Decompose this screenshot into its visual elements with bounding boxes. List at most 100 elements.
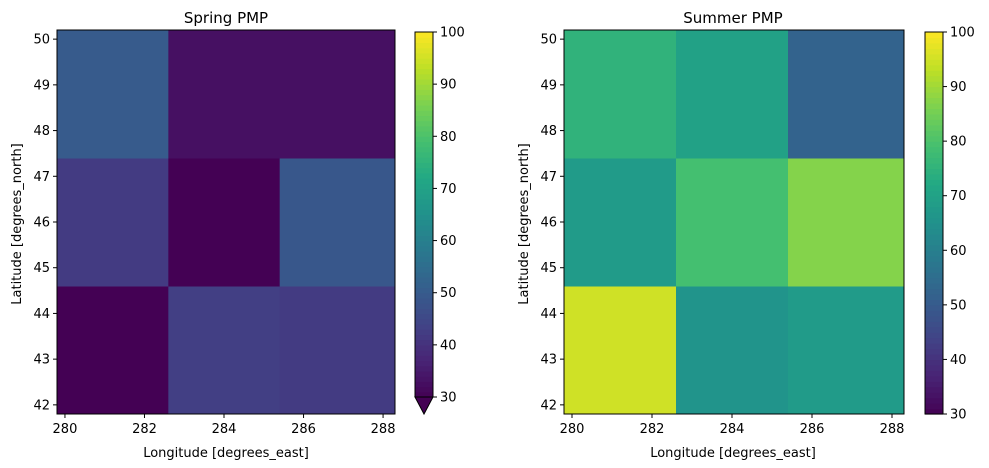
summer-cell-r1-c1 bbox=[676, 158, 789, 287]
spring-ytick-label: 50 bbox=[33, 33, 50, 48]
spring-ytick-label: 43 bbox=[33, 353, 50, 368]
spring-colorbar-segment bbox=[415, 131, 433, 137]
summer-colorbar-segment bbox=[925, 168, 943, 175]
summer-colorbar-segment bbox=[925, 261, 943, 268]
summer-colorbar-segment bbox=[925, 157, 943, 164]
spring-colorbar-segment bbox=[415, 360, 433, 367]
spring-colorbar-segment bbox=[415, 214, 433, 221]
spring-colorbar-segment bbox=[415, 52, 433, 59]
summer-colorbar-segment bbox=[925, 375, 943, 382]
summer-colorbar-segment bbox=[925, 173, 943, 180]
spring-colorbar-segment bbox=[415, 167, 433, 174]
summer-pmp-panel: Summer PMP 280 282 284 286 288 42 43 44 45 46 47 48… bbox=[517, 9, 975, 461]
spring-colorbar-segment bbox=[415, 391, 433, 398]
spring-colorbar-segment bbox=[415, 370, 433, 377]
spring-xtick-label: 288 bbox=[371, 422, 396, 437]
spring-colorbar-segment bbox=[415, 266, 433, 273]
summer-colorbar-segment bbox=[925, 146, 943, 153]
summer-colorbar-segment bbox=[925, 370, 943, 377]
summer-colorbar-segment bbox=[925, 141, 943, 148]
spring-colorbar-segment bbox=[415, 63, 433, 70]
summer-colorbar-segment bbox=[925, 233, 943, 240]
summer-colorbar-segment bbox=[925, 343, 943, 350]
summer-colorbar-segment bbox=[925, 397, 943, 404]
summer-colorbar-segment bbox=[925, 364, 943, 371]
summer-ytick-label: 43 bbox=[540, 353, 557, 368]
spring-colorbar-segment bbox=[415, 47, 433, 54]
spring-title: Spring PMP bbox=[184, 9, 268, 27]
spring-xtick-label: 280 bbox=[53, 422, 78, 437]
spring-cell-r1-c0 bbox=[57, 158, 169, 287]
spring-colorbar-frame bbox=[414, 31, 434, 398]
spring-colorbar-segment bbox=[415, 73, 433, 80]
summer-ytick-label: 48 bbox=[540, 124, 557, 139]
spring-colorbar-segment bbox=[415, 193, 433, 200]
spring-colorbar-segment bbox=[415, 125, 433, 132]
spring-colorbar-segment bbox=[415, 162, 433, 169]
spring-colorbar-segment bbox=[415, 151, 433, 158]
summer-colorbar-segment bbox=[925, 348, 943, 355]
summer-colorbar-segment bbox=[925, 97, 943, 104]
spring-colorbar-segment bbox=[415, 313, 433, 320]
spring-plot-area: 280 282 284 286 288 42 43 44 45 46 47 48 49 50 bbox=[33, 29, 396, 437]
summer-ytick-label: 45 bbox=[540, 261, 557, 276]
summer-xtick-label: 284 bbox=[720, 422, 745, 437]
spring-colorbar-extend-triangle bbox=[414, 396, 434, 416]
summer-cell-r2-c2 bbox=[788, 30, 905, 159]
spring-colorbar-tick-label: 50 bbox=[440, 286, 457, 301]
spring-colorbar-segment bbox=[415, 350, 433, 356]
summer-ytick-label: 49 bbox=[540, 78, 557, 93]
summer-cell-r1-c2 bbox=[788, 158, 905, 287]
spring-colorbar-segment bbox=[415, 381, 433, 388]
summer-title: Summer PMP bbox=[683, 9, 782, 27]
summer-colorbar-tick-label: 80 bbox=[950, 135, 967, 150]
summer-colorbar-segment bbox=[925, 162, 943, 170]
summer-colorbar-segment bbox=[925, 212, 943, 219]
summer-ylabel: Latitude [degrees_north] bbox=[517, 143, 532, 304]
summer-cell-r0-c2 bbox=[788, 286, 905, 415]
spring-colorbar-tick-label: 70 bbox=[440, 182, 457, 197]
summer-colorbar-segment bbox=[925, 408, 943, 415]
summer-colorbar-segment bbox=[925, 326, 943, 333]
spring-colorbar-segment bbox=[415, 32, 433, 38]
spring-colorbar-tick-label: 90 bbox=[440, 78, 457, 93]
summer-xtick-label: 282 bbox=[640, 422, 665, 437]
summer-colorbar-segment bbox=[925, 75, 943, 82]
summer-colorbar-segment bbox=[925, 37, 943, 44]
summer-colorbar-segment bbox=[925, 102, 943, 109]
spring-colorbar-segment bbox=[415, 256, 433, 263]
spring-cell-r1-c1 bbox=[168, 158, 281, 287]
summer-colorbar-segment bbox=[925, 48, 943, 55]
spring-colorbar-segment bbox=[415, 292, 433, 299]
spring-colorbar-segment bbox=[415, 136, 433, 143]
spring-xtick-label: 284 bbox=[212, 422, 237, 437]
summer-colorbar-tick-label: 60 bbox=[950, 244, 967, 259]
summer-colorbar-segment bbox=[925, 255, 943, 262]
spring-colorbar-segment bbox=[415, 308, 433, 315]
spring-colorbar-segment bbox=[415, 324, 433, 330]
spring-colorbar-segment bbox=[415, 58, 433, 64]
spring-colorbar-tick-label: 60 bbox=[440, 234, 457, 249]
spring-colorbar-segment bbox=[415, 115, 433, 122]
summer-colorbar-segment bbox=[925, 152, 943, 159]
spring-colorbar-segment bbox=[415, 105, 433, 111]
spring-xtick-label: 282 bbox=[132, 422, 157, 437]
summer-colorbar-segment bbox=[925, 184, 943, 191]
summer-colorbar-segment bbox=[925, 70, 943, 77]
summer-colorbar-tick-label: 70 bbox=[950, 189, 967, 204]
spring-colorbar-segment bbox=[415, 235, 433, 242]
summer-colorbar-segment bbox=[925, 179, 943, 186]
summer-colorbar-tick-label: 30 bbox=[950, 408, 967, 423]
spring-ytick-label: 47 bbox=[33, 170, 50, 185]
summer-colorbar-segment bbox=[925, 53, 943, 60]
spring-colorbar-segment bbox=[415, 303, 433, 309]
spring-ytick-label: 45 bbox=[33, 261, 50, 276]
spring-cell-r2-c2 bbox=[279, 30, 396, 159]
spring-colorbar-segment bbox=[415, 99, 433, 106]
summer-colorbar-segment bbox=[925, 190, 943, 197]
spring-colorbar-segment bbox=[415, 178, 433, 184]
spring-colorbar-segment bbox=[415, 157, 433, 163]
summer-colorbar-segment bbox=[925, 42, 943, 49]
summer-colorbar-segment bbox=[925, 353, 943, 361]
